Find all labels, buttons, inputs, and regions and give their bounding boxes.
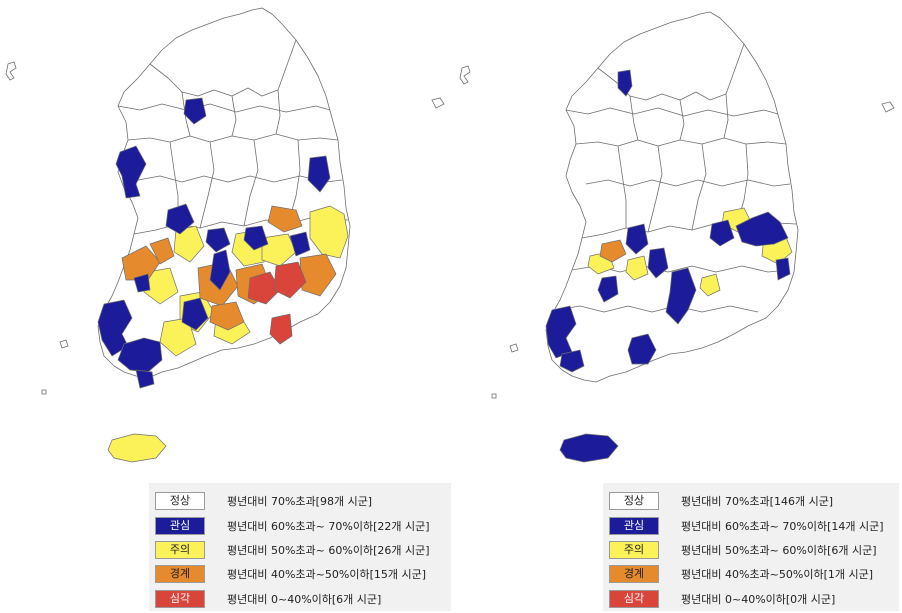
legend-row-attention: 관심 평년대비 60%초과~ 70%이하[14개 시군]: [609, 513, 899, 537]
legend-row-alert: 경계 평년대비 40%초과~50%이하[1개 시군]: [609, 562, 899, 586]
legend-text-alert: 평년대비 40%초과~50%이하[15개 시군]: [227, 568, 427, 582]
legend-swatch-serious: 심각: [155, 589, 205, 608]
legend-swatch-attention: 관심: [609, 516, 659, 535]
legend-swatch-caution: 주의: [155, 540, 205, 559]
legend-text-attention: 평년대비 60%초과~ 70%이하[14개 시군]: [681, 519, 884, 533]
legend-row-attention: 관심 평년대비 60%초과~ 70%이하[22개 시군]: [155, 513, 451, 537]
legend-text-alert: 평년대비 40%초과~50%이하[1개 시군]: [681, 568, 874, 582]
legend-swatch-attention: 관심: [155, 516, 205, 535]
legend-swatch-normal: 정상: [609, 492, 659, 511]
legend-text-attention: 평년대비 60%초과~ 70%이하[22개 시군]: [227, 519, 430, 533]
legend-row-normal: 정상 평년대비 70%초과[146개 시군]: [609, 489, 899, 513]
drought-map-left: [0, 0, 452, 475]
legend-text-caution: 평년대비 50%초과~ 60%이하[26개 시군]: [227, 543, 430, 557]
legend-right: 정상 평년대비 70%초과[146개 시군] 관심 평년대비 60%초과~ 70…: [603, 483, 899, 611]
legend-swatch-normal: 정상: [155, 492, 205, 511]
korea-map-left: [5, 7, 445, 463]
legend-swatch-serious: 심각: [609, 589, 659, 608]
legend-text-caution: 평년대비 50%초과~ 60%이하[6개 시군]: [681, 543, 877, 557]
legend-row-serious: 심각 평년대비 0~40%이하[6개 시군]: [155, 587, 451, 611]
legend-row-serious: 심각 평년대비 0~40%이하[0개 시군]: [609, 587, 899, 611]
legend-text-serious: 평년대비 0~40%이하[6개 시군]: [227, 592, 382, 606]
legend-swatch-alert: 경계: [155, 565, 205, 584]
legend-row-alert: 경계 평년대비 40%초과~50%이하[15개 시군]: [155, 562, 451, 586]
legend-row-normal: 정상 평년대비 70%초과[98개 시군]: [155, 489, 451, 513]
legend-text-serious: 평년대비 0~40%이하[0개 시군]: [681, 592, 836, 606]
mainland-outline: [545, 11, 799, 383]
legend-left: 정상 평년대비 70%초과[98개 시군] 관심 평년대비 60%초과~ 70%…: [149, 483, 451, 611]
drought-map-right: [452, 0, 902, 475]
legend-swatch-alert: 경계: [609, 565, 659, 584]
korea-map-right: [459, 11, 895, 463]
legend-text-normal: 평년대비 70%초과[146개 시군]: [681, 495, 834, 509]
legend-swatch-caution: 주의: [609, 540, 659, 559]
legend-row-caution: 주의 평년대비 50%초과~ 60%이하[26개 시군]: [155, 538, 451, 562]
jeju-island-right: [559, 433, 619, 463]
legend-text-normal: 평년대비 70%초과[98개 시군]: [227, 495, 373, 509]
legend-row-caution: 주의 평년대비 50%초과~ 60%이하[6개 시군]: [609, 538, 899, 562]
jeju-island-left: [107, 433, 167, 463]
